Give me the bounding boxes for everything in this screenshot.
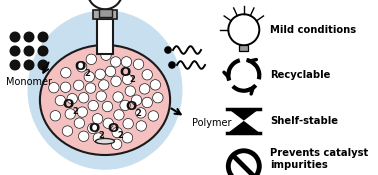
Text: 2: 2 [130,75,135,83]
Circle shape [60,82,71,93]
Circle shape [105,66,116,77]
Ellipse shape [28,10,183,170]
Circle shape [55,95,66,106]
Text: 2: 2 [73,107,79,117]
Circle shape [102,101,113,112]
Circle shape [9,60,20,71]
Circle shape [88,123,98,134]
Circle shape [136,121,147,131]
Circle shape [95,69,105,79]
Circle shape [112,127,122,138]
Circle shape [9,32,20,43]
Circle shape [122,74,133,85]
Circle shape [136,108,146,118]
Text: 2: 2 [85,69,90,79]
Circle shape [74,118,85,128]
Circle shape [133,59,144,69]
Circle shape [37,46,48,57]
Circle shape [37,32,48,43]
Circle shape [111,76,121,86]
Text: 2: 2 [118,131,124,139]
Circle shape [93,133,104,143]
Bar [97,19,113,54]
Circle shape [148,111,158,121]
Circle shape [96,91,107,101]
Circle shape [164,46,172,54]
Circle shape [86,54,96,65]
Circle shape [150,80,161,90]
Polygon shape [229,122,258,133]
Circle shape [67,93,77,104]
Circle shape [99,80,109,90]
Text: Recyclable: Recyclable [270,70,331,80]
Circle shape [84,72,94,82]
Bar [99,9,112,17]
Circle shape [103,118,113,128]
Circle shape [123,118,133,129]
Text: O: O [88,121,100,135]
Circle shape [122,132,133,143]
Circle shape [121,57,132,67]
Text: Monomer: Monomer [6,77,52,87]
Circle shape [92,114,103,124]
Circle shape [168,61,176,69]
Polygon shape [229,109,258,120]
Text: O: O [74,61,86,74]
Circle shape [142,69,152,80]
Circle shape [228,14,259,45]
Circle shape [101,50,111,60]
Circle shape [112,139,122,149]
Circle shape [110,57,121,67]
Circle shape [50,111,60,121]
Circle shape [85,83,96,93]
Circle shape [76,62,87,72]
Circle shape [77,107,88,117]
Circle shape [23,32,34,43]
Bar [93,10,117,19]
Text: 2: 2 [136,110,141,118]
Circle shape [88,100,98,111]
Text: Polymer: Polymer [192,118,231,128]
Circle shape [79,131,89,142]
Text: Shelf-stable: Shelf-stable [270,116,338,126]
Circle shape [125,86,136,96]
Circle shape [37,60,48,71]
Ellipse shape [96,138,115,144]
Circle shape [49,82,59,93]
Circle shape [87,0,122,9]
Text: O: O [119,65,131,79]
Ellipse shape [40,45,170,155]
Text: O: O [107,121,119,135]
Circle shape [131,95,142,105]
Text: Mild conditions: Mild conditions [270,25,356,35]
Circle shape [9,46,20,57]
Circle shape [65,109,76,119]
Circle shape [142,97,152,108]
Circle shape [79,93,89,103]
Circle shape [113,92,123,102]
Circle shape [114,110,124,120]
Text: 2: 2 [99,131,104,139]
Circle shape [23,46,34,57]
Text: Prevents catalyst
impurities: Prevents catalyst impurities [270,148,369,170]
Circle shape [73,80,84,90]
Circle shape [139,84,150,94]
Circle shape [60,68,71,78]
Circle shape [23,60,34,71]
Bar [239,45,248,51]
Text: O: O [62,99,74,111]
Circle shape [62,126,73,136]
Circle shape [120,100,130,111]
Text: O: O [125,100,136,114]
Circle shape [228,151,259,175]
Circle shape [153,92,163,103]
